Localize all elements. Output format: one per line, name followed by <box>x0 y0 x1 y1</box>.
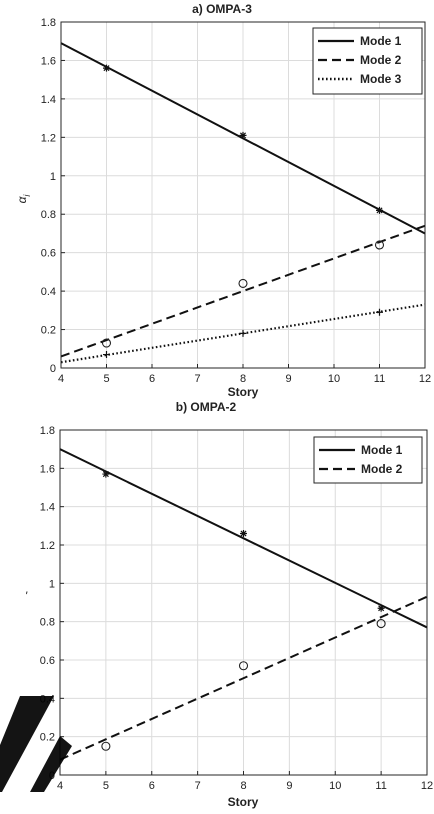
data-point-mode-1 <box>239 131 247 139</box>
data-point-mode-1 <box>103 64 110 72</box>
data-point-mode-2 <box>238 661 249 671</box>
legend-box <box>313 436 423 484</box>
data-point-mode-1 <box>102 470 110 478</box>
x-tick-label: 6 <box>149 373 155 385</box>
chart-a-y-axis-label: αi <box>15 194 32 204</box>
y-tick-label: 0.8 <box>40 617 55 629</box>
x-tick-label: 10 <box>328 373 340 385</box>
y-tick-label: 0.6 <box>40 655 55 667</box>
y-tick-label: 0.8 <box>41 209 56 221</box>
series-line-mode-1 <box>60 448 427 629</box>
x-tick-label: 12 <box>419 373 431 385</box>
data-point-mode-1 <box>376 206 383 214</box>
legend-label-mode-2: Mode 2 <box>361 462 403 476</box>
series-line-mode-2 <box>61 224 425 358</box>
chart-b-markers <box>101 470 386 751</box>
y-tick-label: 0.6 <box>41 248 56 260</box>
chart-b-legend: Mode 1 Mode 2 <box>313 436 423 484</box>
y-tick-label: 1.6 <box>40 463 55 475</box>
y-tick-label: 0.4 <box>41 286 56 298</box>
x-tick-label: 4 <box>57 780 63 792</box>
chart-a-x-axis-label: Story <box>228 385 259 399</box>
x-tick-label: 5 <box>103 780 109 792</box>
x-tick-label: 6 <box>149 780 155 792</box>
y-tick-label: 1.4 <box>41 94 56 106</box>
legend-label-mode-1: Mode 1 <box>361 443 403 457</box>
watermark-stroke-2 <box>30 736 72 792</box>
x-tick-label: 8 <box>240 780 246 792</box>
chart-a: a) OMPA-3 4 5 6 7 8 9 10 11 12 0 0.2 0.4 0.6 0.8 1 1.2 1… <box>15 2 431 399</box>
chart-b: b) OMPA-2 45678910111200.20.40.60.811.21… <box>25 400 433 809</box>
x-tick-label: 10 <box>329 780 341 792</box>
series-line-mode-2 <box>60 595 427 761</box>
x-tick-label: 7 <box>194 373 200 385</box>
y-tick-label: 0.2 <box>41 325 56 337</box>
x-tick-label: 11 <box>374 373 385 385</box>
x-tick-label: 9 <box>285 373 291 385</box>
y-tick-label: 1 <box>50 171 56 183</box>
chart-a-legend: Mode 1 Mode 2 Mode 3 <box>312 27 423 95</box>
data-point-mode-3 <box>376 308 383 316</box>
watermark-stroke-1 <box>0 696 54 792</box>
chart-b-title: b) OMPA-2 <box>176 400 237 414</box>
chart-a-grid <box>60 21 426 369</box>
legend-label-mode-1: Mode 1 <box>360 34 402 48</box>
y-tick-label: 1.6 <box>41 55 56 67</box>
y-tick-label: 0 <box>50 363 56 375</box>
chart-a-title: a) OMPA-3 <box>192 2 252 16</box>
legend-label-mode-2: Mode 2 <box>360 53 402 67</box>
data-point-mode-3 <box>239 329 247 337</box>
x-tick-label: 5 <box>103 373 109 385</box>
y-tick-label: 1.8 <box>41 17 56 29</box>
y-tick-label: 1.2 <box>40 540 55 552</box>
y-tick-label: 1.2 <box>41 132 56 144</box>
x-tick-label: 11 <box>375 780 386 792</box>
x-tick-label: 9 <box>286 780 292 792</box>
data-point-mode-2 <box>101 338 112 348</box>
y-tick-label: 0.2 <box>40 732 55 744</box>
chart-a-ticks: 4 5 6 7 8 9 10 11 12 0 0.2 0.4 0.6 0.8 1 1.2 1.4 1.6 1.8 <box>41 17 431 385</box>
x-tick-label: 4 <box>58 373 64 385</box>
chart-b-x-axis-label: Story <box>228 795 259 809</box>
legend-box <box>312 27 423 95</box>
x-tick-label: 12 <box>421 780 433 792</box>
data-point-mode-3 <box>103 351 110 359</box>
data-point-mode-1 <box>240 530 247 537</box>
x-tick-label: 8 <box>240 373 246 385</box>
data-point-mode-1 <box>377 604 385 612</box>
data-point-mode-2 <box>376 619 386 629</box>
chart-a-markers <box>101 64 385 359</box>
x-tick-label: 7 <box>195 780 201 792</box>
data-point-mode-2 <box>374 240 385 250</box>
y-tick-label: 1 <box>49 578 55 590</box>
y-tick-label: 1.4 <box>40 502 55 514</box>
data-point-mode-2 <box>238 278 248 288</box>
data-point-mode-2 <box>101 741 111 751</box>
chart-b-series-lines <box>60 448 427 761</box>
chart-b-y-axis-label: ' <box>25 589 28 603</box>
y-tick-label: 1.8 <box>40 425 55 437</box>
legend-label-mode-3: Mode 3 <box>360 72 402 86</box>
